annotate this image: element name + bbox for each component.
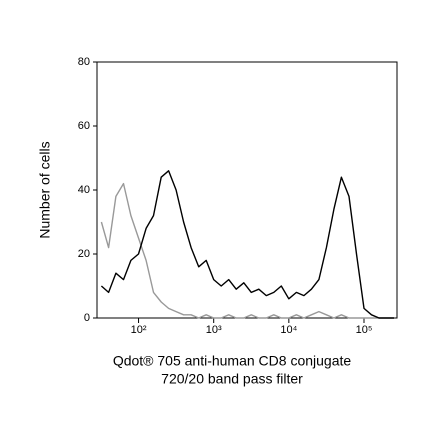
- x-tick-label: 10³: [206, 324, 222, 336]
- x-tick-label: 10⁴: [280, 324, 297, 336]
- y-tick-label: 40: [78, 184, 90, 196]
- y-axis-label: Number of cells: [37, 141, 53, 238]
- y-tick-label: 0: [84, 312, 90, 324]
- y-tick-label: 60: [78, 120, 90, 132]
- x-axis-label: 720/20 band pass filter: [161, 371, 303, 387]
- x-tick-label: 10²: [131, 324, 147, 336]
- y-tick-label: 80: [78, 56, 90, 68]
- histogram-line: [100, 170, 394, 319]
- x-tick-label: 10⁵: [356, 324, 373, 336]
- histogram-line: [100, 182, 394, 319]
- plot-frame: [96, 61, 398, 319]
- y-tick-label: 20: [78, 248, 90, 260]
- x-axis-label: Qdot® 705 anti-human CD8 conjugate: [113, 353, 352, 369]
